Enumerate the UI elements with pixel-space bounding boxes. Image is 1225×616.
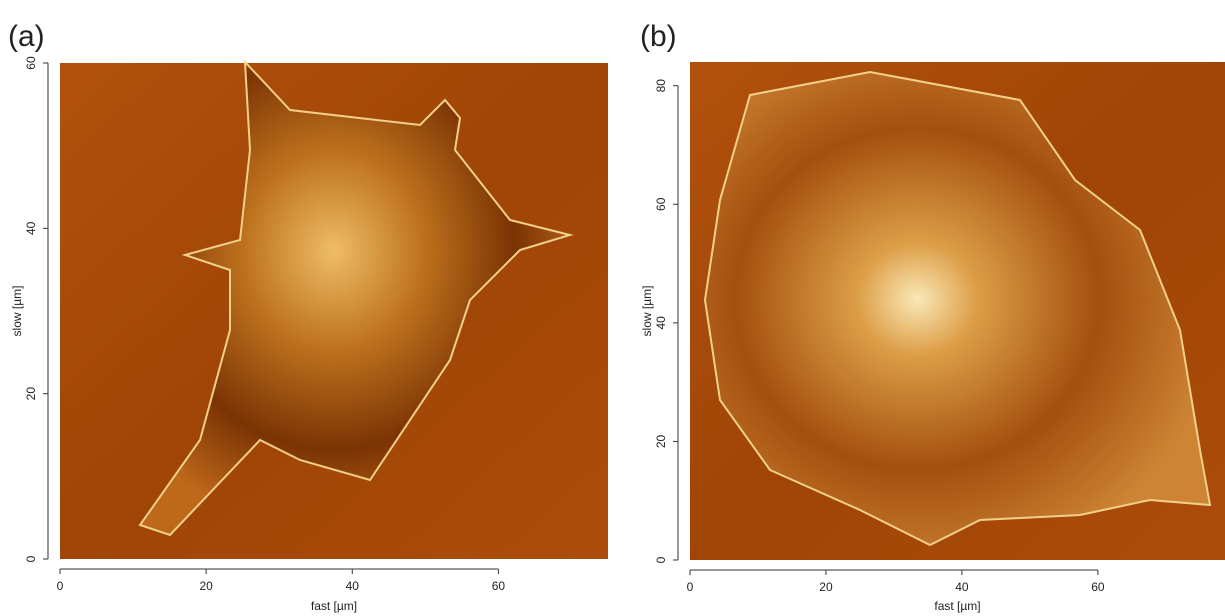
- y-tick-label: 20: [24, 387, 38, 401]
- x-tick-label: 20: [199, 579, 213, 593]
- x-tick-label: 20: [819, 580, 833, 594]
- y-tick-label: 40: [24, 221, 38, 235]
- panel-label: (a): [8, 20, 45, 53]
- y-tick-label: 20: [654, 434, 668, 448]
- x-tick-label: 40: [346, 579, 360, 593]
- y-tick-label: 0: [654, 556, 668, 563]
- figure: (a) 0 20 40 60 0 20 40 60 fast [µm] slow [µm] (b) 0 2…: [0, 0, 1225, 616]
- x-tick-label: 40: [955, 580, 969, 594]
- y-tick-label: 80: [654, 79, 668, 93]
- x-tick-label: 60: [1091, 580, 1105, 594]
- x-tick-label: 0: [57, 579, 64, 593]
- x-axis-label: fast [µm]: [934, 599, 980, 613]
- x-axis-label: fast [µm]: [311, 599, 357, 613]
- y-tick-label: 40: [654, 316, 668, 330]
- x-tick-label: 0: [687, 580, 694, 594]
- y-tick-label: 0: [24, 555, 38, 562]
- x-tick-label: 60: [492, 579, 506, 593]
- y-tick-label: 60: [24, 56, 38, 70]
- y-axis-label: slow [µm]: [10, 286, 24, 337]
- y-axis-label: slow [µm]: [640, 286, 654, 337]
- y-tick-label: 60: [654, 197, 668, 211]
- panel-label: (b): [640, 20, 677, 53]
